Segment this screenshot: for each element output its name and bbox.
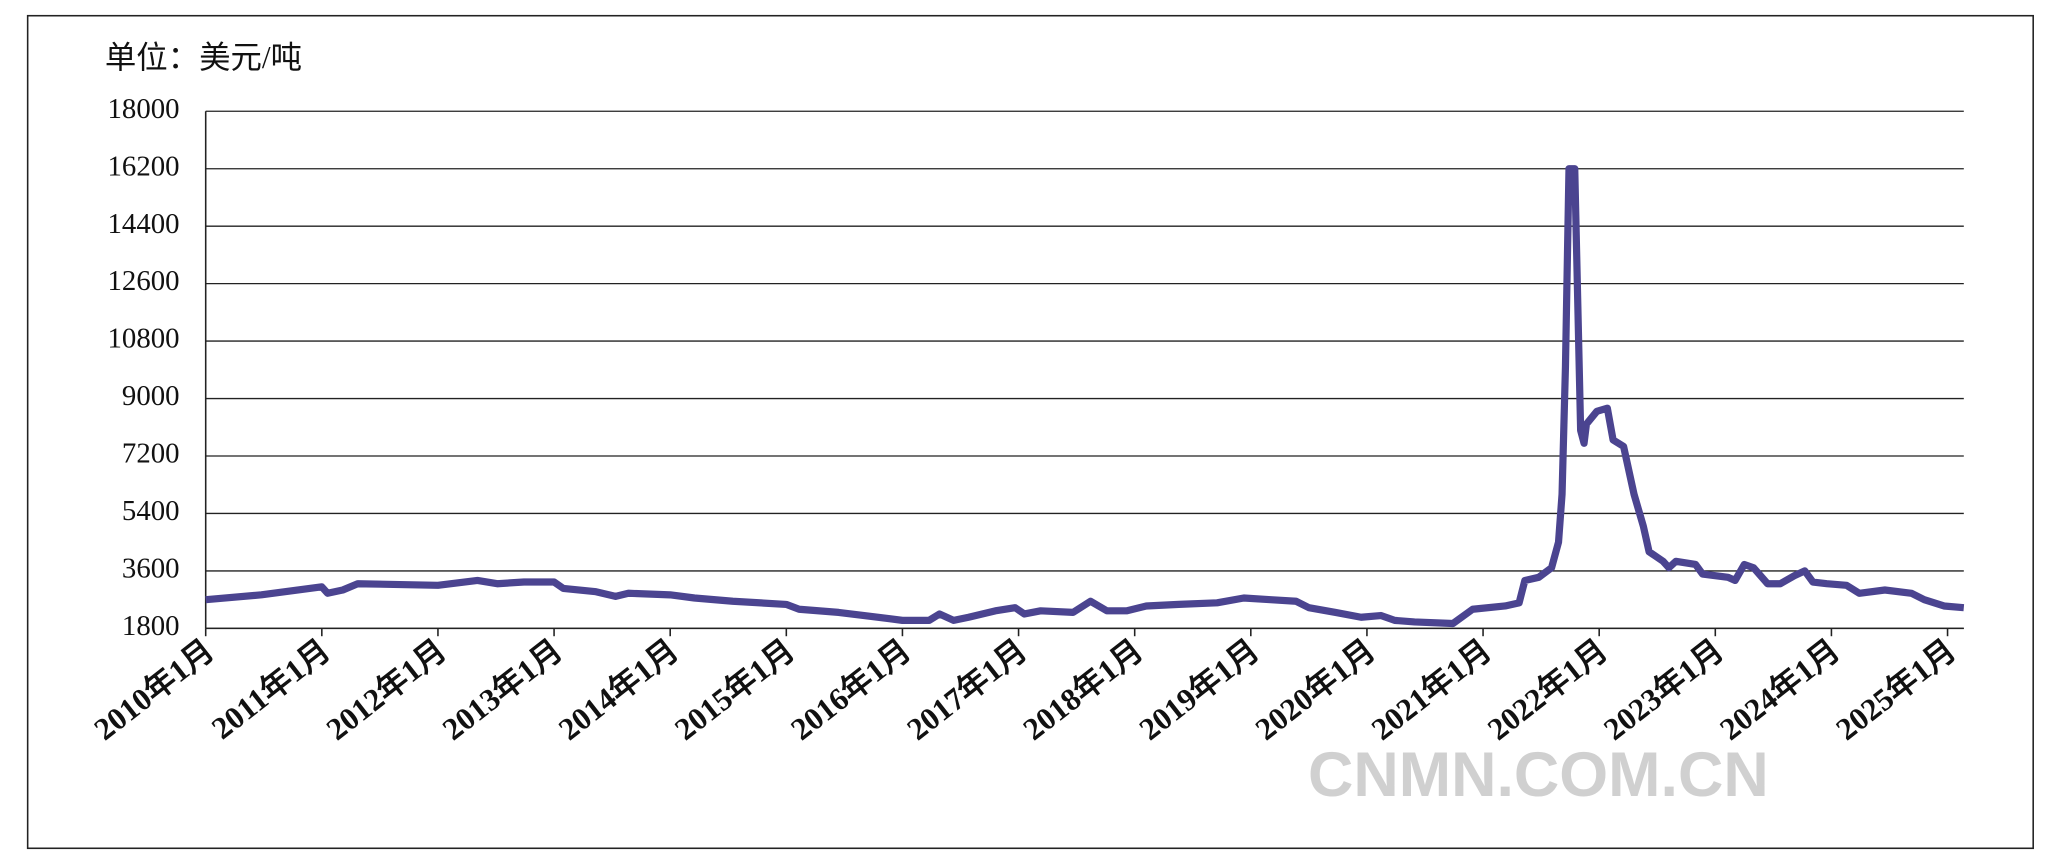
- y-tick-label: 7200: [122, 438, 180, 470]
- x-tick-label: 2019年1月: [1133, 632, 1266, 747]
- y-tick-label: 18000: [108, 93, 180, 125]
- y-tick-label: 16200: [108, 150, 180, 182]
- price-line: [205, 165, 1965, 628]
- y-tick-label: 12600: [108, 265, 180, 297]
- x-tick-label: 2023年1月: [1597, 632, 1730, 747]
- x-tick-label: 2016年1月: [784, 632, 917, 747]
- x-tick-label: 2012年1月: [320, 632, 453, 747]
- y-tick-label: 5400: [122, 495, 180, 527]
- x-tick-label: 2022年1月: [1481, 632, 1614, 747]
- y-tick-label: 1800: [122, 610, 180, 642]
- x-tick-label: 2020年1月: [1249, 632, 1382, 747]
- frame: [26, 14, 2034, 850]
- y-tick-label: 3600: [122, 553, 180, 585]
- x-tick-label: 2017年1月: [900, 632, 1033, 747]
- x-tick-label: 2018年1月: [1017, 632, 1150, 747]
- x-tick-label: 2010年1月: [88, 632, 221, 747]
- y-tick-label: 9000: [122, 380, 180, 412]
- x-tick-label: 2013年1月: [436, 632, 569, 747]
- x-tick-label: 2014年1月: [552, 632, 685, 747]
- x-tick-label: 2021年1月: [1365, 632, 1498, 747]
- watermark: CNMN.COM.CN: [1308, 740, 1769, 810]
- y-tick-label: 14400: [108, 208, 180, 240]
- x-tick-label: 2025年1月: [1829, 632, 1962, 747]
- y-tick-label: 10800: [108, 323, 180, 355]
- plot: 1800 3600 5400 7200 9000 10800 12600 14400 16200…: [88, 93, 1965, 747]
- y-axis-label: 单位：美元/吨: [105, 40, 302, 75]
- x-tick-label: 2024年1月: [1713, 632, 1846, 747]
- x-tick-label: 2015年1月: [668, 632, 801, 747]
- x-tick-label: 2011年1月: [205, 632, 337, 746]
